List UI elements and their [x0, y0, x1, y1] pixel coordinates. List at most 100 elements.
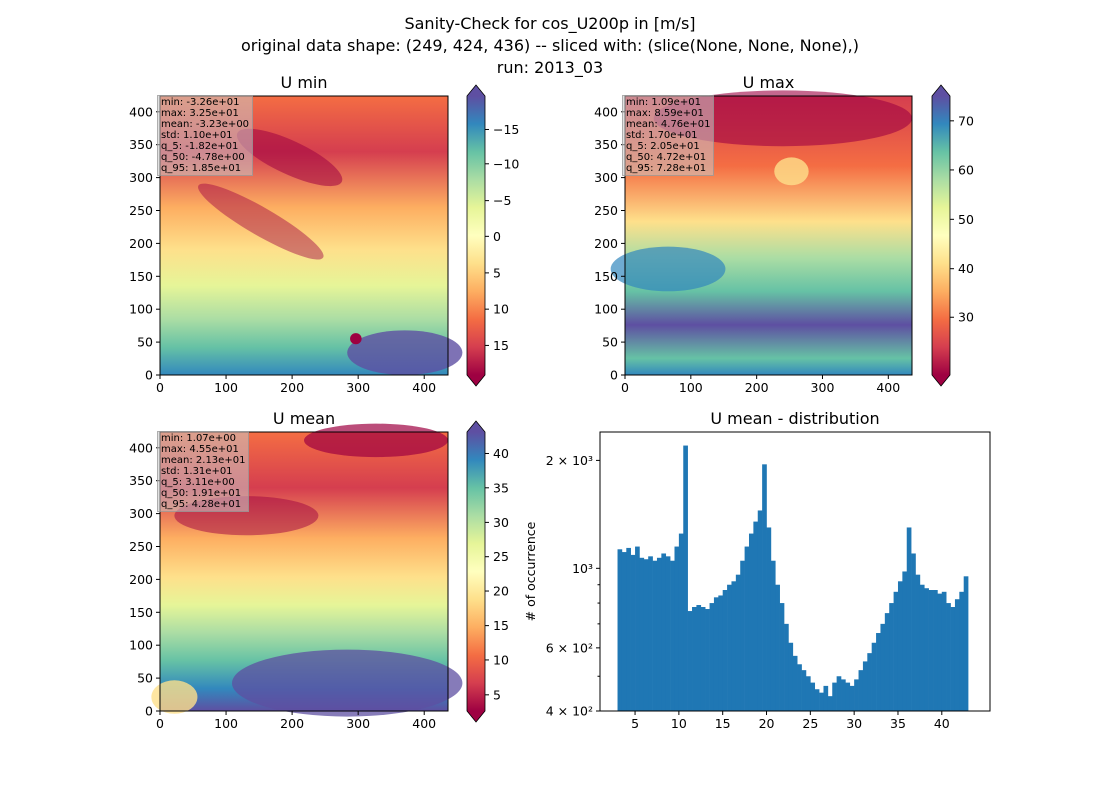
histogram-bar	[819, 692, 824, 711]
histogram-bar	[753, 521, 759, 711]
y-tick-label: 400	[129, 104, 153, 119]
y-tick-label: 50	[137, 335, 153, 350]
colorbar-outline	[466, 420, 486, 723]
y-tick-label: 150	[594, 269, 618, 284]
heatmap-blob	[151, 680, 198, 714]
histogram-bar	[823, 685, 829, 711]
stats-line: q_95: 7.28e+01	[626, 163, 707, 174]
histogram-bar	[911, 553, 916, 711]
y-tick-label: 4 × 10²	[546, 704, 593, 719]
colorbar-tick-label: 10	[493, 302, 509, 317]
histogram-panel	[596, 431, 991, 715]
histogram-bar	[805, 676, 811, 711]
x-tick-label: 400	[412, 716, 436, 731]
axes-frame	[599, 431, 991, 712]
histogram-bar	[902, 571, 908, 711]
y-tick-label: 150	[129, 605, 153, 620]
y-tick-label: 400	[594, 104, 618, 119]
histogram-bar	[718, 595, 723, 711]
colorbar-outline	[466, 84, 486, 387]
histogram-bar	[674, 546, 680, 711]
axes-title: U mean	[273, 409, 335, 428]
histogram-bar	[937, 593, 943, 711]
y-tick-label: 10³	[572, 561, 593, 576]
histogram-bar	[954, 599, 960, 711]
y-tick-label: 350	[129, 137, 153, 152]
heatmap-blob	[653, 90, 912, 147]
heatmap-blob	[774, 157, 809, 186]
colorbar-tick-label: 70	[958, 113, 974, 128]
x-tick-label: 35	[890, 716, 906, 731]
histogram-bar	[757, 510, 763, 711]
histogram-bar	[779, 603, 785, 711]
heatmap-blob	[610, 246, 726, 292]
x-tick-label: 100	[214, 380, 238, 395]
histogram-bar	[617, 549, 623, 711]
histogram-bar	[696, 605, 702, 711]
colorbar-tick-label: −10	[493, 156, 519, 171]
histogram-bar	[687, 611, 693, 711]
colorbar-tick-label: 30	[958, 310, 974, 325]
histogram-bar	[906, 527, 912, 711]
x-tick-label: 200	[280, 380, 304, 395]
colorbar-tick-label: 20	[493, 584, 509, 599]
stats-line: q_95: 4.28e+01	[161, 499, 242, 510]
stats-line: std: 1.31e+01	[161, 466, 233, 477]
histogram-bar	[731, 581, 737, 711]
histogram-bar	[656, 557, 662, 711]
histogram-bar	[700, 607, 706, 711]
stats-line: q_50: 4.72e+01	[626, 152, 707, 163]
y-tick-label: 300	[129, 506, 153, 521]
heatmap-blob	[347, 330, 463, 375]
x-tick-label: 300	[346, 380, 370, 395]
x-tick-label: 40	[934, 716, 950, 731]
stats-line: q_50: 1.91e+01	[161, 488, 242, 499]
axes-title: U max	[743, 73, 795, 92]
heatmap-blob	[232, 649, 463, 717]
colorbar-tick-label: 40	[958, 261, 974, 276]
colorbar-tick-label: 60	[958, 162, 974, 177]
histogram-bar	[652, 560, 658, 711]
y-axis-label: # of occurrence	[523, 521, 538, 621]
histogram-bar	[963, 576, 969, 711]
histogram-bar	[884, 613, 890, 711]
y-tick-label: 250	[594, 203, 618, 218]
histogram-bar	[661, 553, 667, 711]
histogram-bar	[849, 685, 855, 711]
histogram-bar	[810, 682, 816, 711]
histogram-bar	[722, 590, 728, 711]
stats-line: q_5: -1.82e+01	[161, 141, 239, 152]
y-tick-label: 150	[129, 269, 153, 284]
figure-title-line-3: run: 2013_03	[496, 58, 604, 77]
colorbar	[467, 432, 485, 711]
histogram-bar	[836, 676, 842, 711]
y-tick-label: 250	[129, 203, 153, 218]
histogram-bar	[744, 546, 750, 711]
histogram-bar	[880, 623, 886, 711]
x-tick-label: 20	[759, 716, 775, 731]
colorbar-extend-bottom	[467, 375, 485, 386]
histogram-bar	[876, 633, 881, 711]
stats-line: mean: 2.13e+01	[161, 455, 246, 466]
heatmap-blob	[350, 333, 362, 345]
stats-box: min: 1.07e+00 max: 4.55e+01 mean: 2.13e+01…	[157, 431, 250, 512]
colorbar	[467, 96, 485, 375]
histogram-bar	[928, 590, 934, 711]
colorbar-tick-label: 10	[493, 652, 509, 667]
histogram-bar	[626, 547, 631, 711]
axes-title: U min	[281, 73, 328, 92]
histogram-bar	[797, 664, 802, 711]
heatmap-blob	[198, 183, 324, 260]
histogram-bar	[709, 603, 715, 711]
colorbar-tick-label: 40	[493, 446, 509, 461]
histogram-bar	[841, 679, 846, 711]
y-tick-label: 300	[594, 170, 618, 185]
histogram-bar	[924, 588, 929, 711]
y-tick-label: 400	[129, 440, 153, 455]
colorbar-tick-label: 50	[958, 212, 974, 227]
y-tick-label: 50	[137, 671, 153, 686]
histogram-bar	[893, 591, 899, 711]
histogram-bar	[959, 591, 965, 711]
x-tick-label: 100	[679, 380, 703, 395]
stats-line: std: 1.10e+01	[161, 130, 233, 141]
